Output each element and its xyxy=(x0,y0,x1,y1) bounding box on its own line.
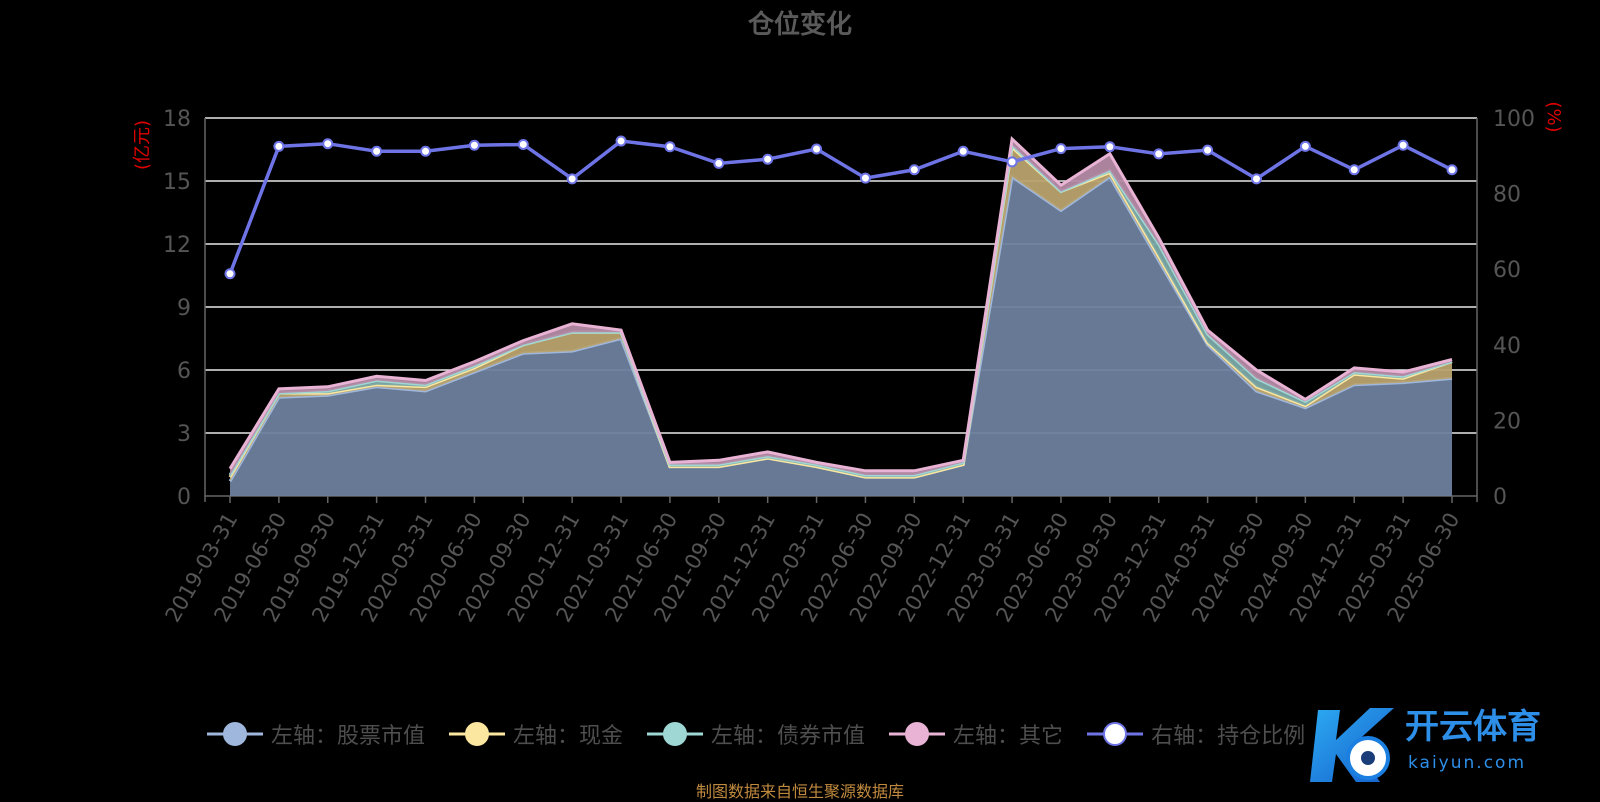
y-left-tick-label: 15 xyxy=(163,170,191,195)
position-ratio-point xyxy=(1299,140,1311,152)
position-ratio-point xyxy=(762,153,774,165)
watermark-brand: 开云体育 xyxy=(1405,707,1541,747)
position-ratio-point xyxy=(713,157,725,169)
legend-marker-icon xyxy=(449,722,506,746)
y-left-tick-label: 6 xyxy=(177,359,191,384)
position-ratio-point xyxy=(1446,164,1458,176)
position-ratio-point xyxy=(957,145,969,157)
position-ratio-point xyxy=(273,140,285,152)
source-note: 制图数据来自恒生聚源数据库 xyxy=(695,782,904,801)
legend-item[interactable]: 左轴：现金 xyxy=(447,718,623,750)
watermark-domain: kaiyun.com xyxy=(1408,753,1526,773)
chart-legend: 左轴：股票市值 左轴：现金 左轴：债券市值 左轴：其它 右轴：持仓比例 xyxy=(205,718,1327,750)
position-ratio-point xyxy=(859,172,871,184)
position-ratio-point xyxy=(371,145,383,157)
position-ratio-point xyxy=(1104,141,1116,153)
position-ratio-point xyxy=(664,141,676,153)
legend-label: 左轴：其它 xyxy=(953,724,1064,749)
y-right-tick-label: 0 xyxy=(1493,485,1507,510)
watermark-logo: 开云体育 kaiyun.com xyxy=(1310,707,1541,782)
area-line-3 xyxy=(228,135,1453,473)
y-left-tick-label: 12 xyxy=(163,233,191,258)
position-ratio-point xyxy=(1202,144,1214,156)
position-ratio-point xyxy=(615,135,627,147)
y-left-tick-label: 0 xyxy=(177,485,191,510)
legend-marker-icon xyxy=(889,722,946,746)
position-ratio-point xyxy=(1348,164,1360,176)
y-right-tick-label: 60 xyxy=(1493,258,1521,283)
y-left-tick-label: 9 xyxy=(177,296,191,321)
position-ratio-point xyxy=(1055,143,1067,155)
area-3 xyxy=(230,139,1452,475)
y-right-axis-label: (%) xyxy=(1543,101,1564,132)
position-ratio-point xyxy=(420,145,432,157)
position-ratio-point xyxy=(1250,173,1262,185)
y-right-tick-label: 80 xyxy=(1493,183,1521,208)
legend-marker-icon xyxy=(1087,722,1144,746)
legend-marker-icon xyxy=(207,722,263,746)
legend-item[interactable]: 右轴：持仓比例 xyxy=(1085,718,1305,750)
legend-label: 左轴：股票市值 xyxy=(271,724,426,749)
position-ratio-point xyxy=(1006,156,1018,168)
y-left-tick-label: 3 xyxy=(177,422,191,447)
legend-label: 左轴：现金 xyxy=(513,724,624,749)
position-ratio-point xyxy=(908,164,920,176)
y-left-axis-label: (亿元) xyxy=(132,120,153,170)
legend-marker-icon xyxy=(647,722,704,746)
chart-title: 仓位变化 xyxy=(747,10,852,40)
y-left-tick-label: 18 xyxy=(163,107,191,132)
y-right-tick-label: 100 xyxy=(1493,107,1535,132)
position-ratio-point xyxy=(1153,148,1165,160)
legend-item[interactable]: 左轴：股票市值 xyxy=(205,718,425,750)
area-0 xyxy=(230,176,1452,497)
position-ratio-line xyxy=(228,139,1453,275)
position-ratio-point xyxy=(1397,139,1409,151)
position-ratio-point xyxy=(566,173,578,185)
y-right-tick-label: 20 xyxy=(1493,409,1521,434)
position-ratio-point xyxy=(468,139,480,151)
position-ratio-point xyxy=(224,268,236,280)
position-ratio-point xyxy=(517,138,529,150)
legend-label: 左轴：债券市值 xyxy=(711,724,866,749)
legend-label: 右轴：持仓比例 xyxy=(1151,724,1306,749)
legend-item[interactable]: 左轴：债券市值 xyxy=(645,718,865,750)
position-ratio-point xyxy=(811,143,823,155)
position-ratio-point xyxy=(322,138,334,150)
y-right-tick-label: 40 xyxy=(1493,334,1521,359)
legend-item[interactable]: 左轴：其它 xyxy=(887,718,1063,750)
